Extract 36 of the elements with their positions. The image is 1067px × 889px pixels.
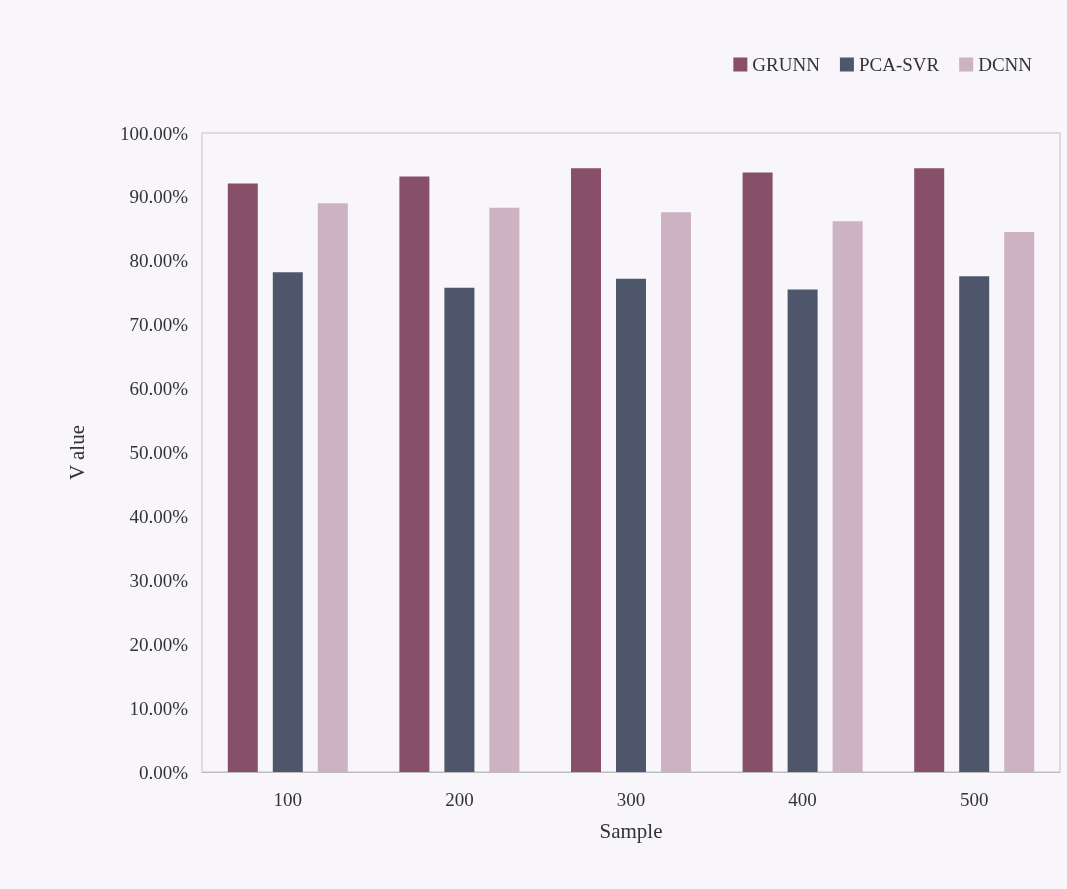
y-tick-label: 0.00% <box>138 761 189 783</box>
x-tick-label: 500 <box>959 789 989 810</box>
bar <box>317 203 348 772</box>
y-tick-label: 40.00% <box>129 505 189 527</box>
y-tick-label: 90.00% <box>129 186 189 208</box>
bar <box>489 207 520 772</box>
x-tick-label: 400 <box>788 789 817 810</box>
legend-label: DCNN <box>978 54 1033 75</box>
bar <box>742 172 773 772</box>
x-axis-title: Sample <box>599 818 663 843</box>
bar <box>787 289 818 772</box>
legend-label: PCA-SVR <box>858 54 940 75</box>
bar <box>444 287 475 772</box>
bar <box>399 176 430 772</box>
bar <box>959 276 990 772</box>
x-tick-label: 300 <box>616 789 646 810</box>
y-tick-label: 60.00% <box>129 378 189 400</box>
y-tick-label: 50.00% <box>129 442 189 463</box>
bar <box>227 183 258 772</box>
y-tick-label: 70.00% <box>129 314 189 336</box>
legend-label: GRUNN <box>752 54 821 75</box>
bar <box>914 168 945 772</box>
bar <box>832 221 863 772</box>
bar <box>661 212 691 772</box>
x-tick-label: 200 <box>445 789 474 810</box>
y-tick-label: 20.00% <box>129 633 189 655</box>
y-tick-label: 30.00% <box>129 569 189 591</box>
bar <box>571 168 601 772</box>
y-tick-label: 10.00% <box>129 697 189 719</box>
y-axis-title: V alue <box>64 424 89 481</box>
bar <box>272 272 303 772</box>
y-tick-label: 100.00% <box>119 122 189 144</box>
bar <box>1004 232 1035 772</box>
bar <box>616 278 646 772</box>
x-tick-label: 100 <box>273 789 303 810</box>
y-tick-label: 80.00% <box>129 250 189 272</box>
